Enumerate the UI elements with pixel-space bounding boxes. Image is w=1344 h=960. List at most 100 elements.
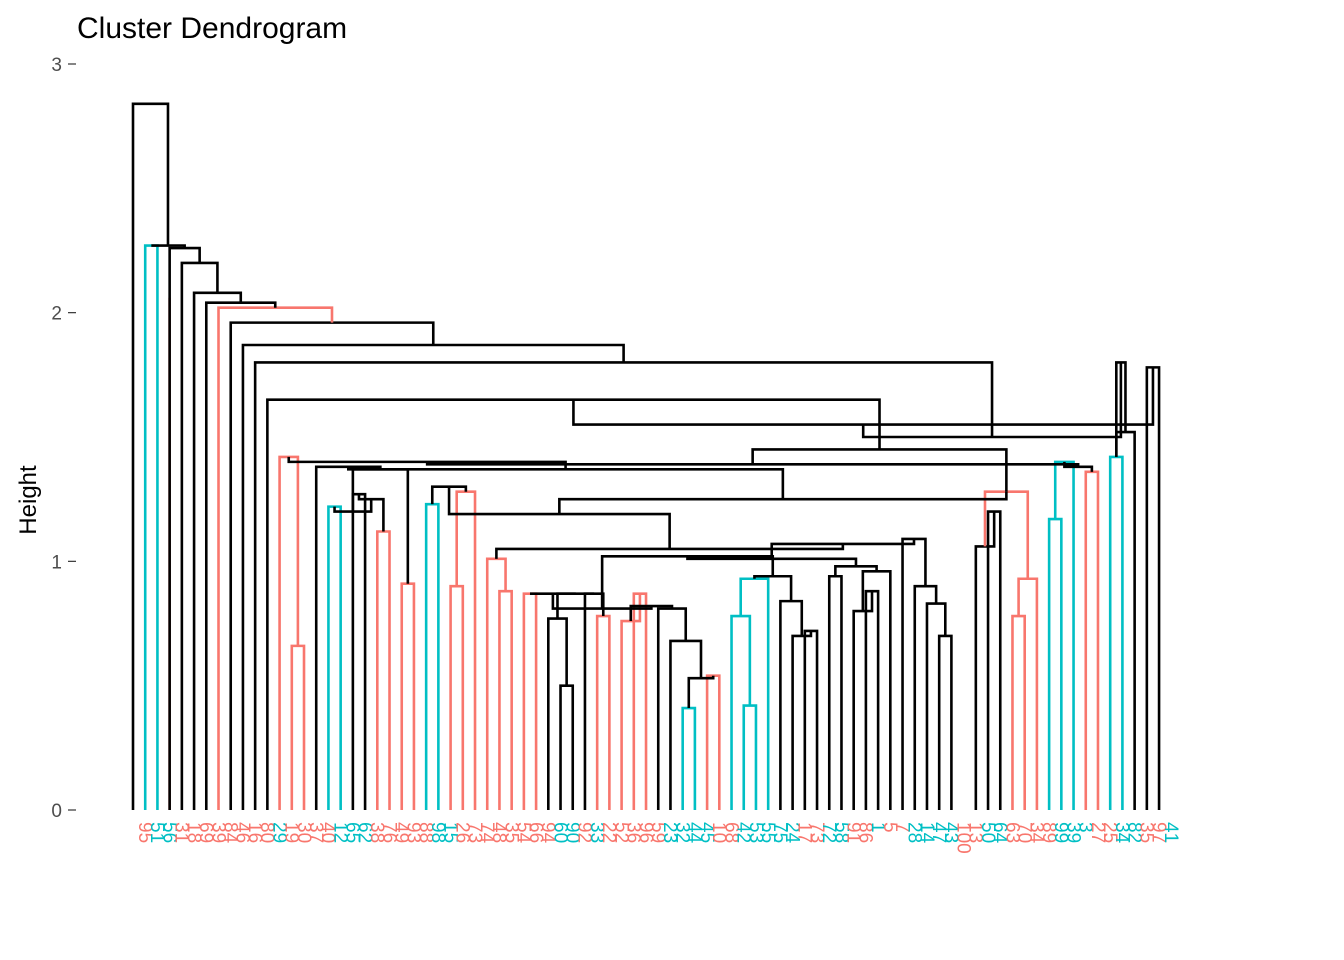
- dendrogram-branch-13: [937, 634, 953, 810]
- leaf-label: 80: [256, 822, 277, 843]
- leaf-label: 53: [745, 822, 766, 843]
- leaf-label: 13: [965, 822, 986, 843]
- dendrogram-branch-5: [1053, 460, 1075, 810]
- y-tick-label: 3: [51, 55, 62, 76]
- leaf-label: 72: [818, 822, 839, 843]
- leaf-label: 63: [1001, 822, 1022, 843]
- leaf-label: 56: [158, 822, 179, 843]
- leaf-label: 3: [1075, 822, 1096, 833]
- dendrogram-branch-37: [595, 614, 611, 810]
- leaf-label: 66: [525, 822, 546, 843]
- leaf-label: 64: [989, 822, 1010, 844]
- leaf-label: 36: [623, 822, 644, 843]
- y-axis-title: Height: [15, 465, 42, 535]
- leaf-label: 84: [220, 822, 241, 844]
- dendrogram-branch-47: [600, 555, 775, 609]
- leaf-label: 34: [1026, 822, 1047, 844]
- y-tick-label: 1: [51, 552, 62, 573]
- leaf-label: 73: [464, 822, 485, 843]
- dendrogram-branch-83: [143, 244, 159, 810]
- dendrogram-branch-51: [449, 584, 465, 810]
- leaf-label: 25: [1099, 822, 1120, 843]
- dendrogram-branch-75: [241, 343, 625, 810]
- leaf-label: 34: [1111, 822, 1132, 844]
- leaf-label: 94: [537, 822, 558, 844]
- dendrogram-branch-20: [827, 574, 843, 810]
- dendrogram-branch-35: [620, 593, 642, 810]
- leaf-label: 70: [1013, 822, 1034, 843]
- leaf-label: 100: [952, 822, 973, 854]
- leaf-label: 82: [1123, 822, 1144, 843]
- dendrogram-branch-55: [447, 486, 671, 549]
- dendrogram-branch-59: [351, 492, 367, 810]
- leaf-label: 22: [598, 822, 619, 843]
- leaf-label: 52: [610, 822, 631, 843]
- dendrogram-branch-34: [632, 592, 648, 810]
- leaf-label: 12: [329, 822, 350, 843]
- leaf-label: 90: [562, 822, 583, 843]
- dendrogram-branch-17: [864, 589, 880, 810]
- dendrogram-branch-30: [705, 674, 721, 810]
- leaf-label: 51: [146, 822, 167, 843]
- leaf-label: 40: [317, 822, 338, 843]
- dendrogram-branch-44: [498, 589, 513, 810]
- y-tick-label: 0: [51, 801, 62, 822]
- leaf-label: 45: [696, 822, 717, 843]
- dendrogram-branch-85: [131, 102, 170, 810]
- leaf-label: 32: [671, 822, 692, 843]
- dendrogram-branch-42: [522, 592, 538, 810]
- leaf-label: 97: [1148, 822, 1169, 843]
- dendrogram-branch-64: [314, 465, 382, 810]
- leaf-label: 99: [1050, 822, 1071, 843]
- leaf-label: 5: [879, 822, 900, 833]
- dendrogram-branch-36: [629, 604, 674, 622]
- leaf-label: 33: [586, 822, 607, 843]
- dendrogram-branch-8: [1011, 614, 1026, 810]
- dendrogram-branch-61: [327, 505, 342, 810]
- dendrogram-branch-10: [986, 510, 1002, 810]
- dendrogram-branch-80: [180, 261, 219, 810]
- leaf-label: 39: [1062, 822, 1083, 843]
- dendrogram-branch-0: [1108, 455, 1124, 810]
- leaf-labels: 9551563118693984461680291930374012656238…: [134, 822, 1181, 854]
- leaf-label: 19: [281, 822, 302, 843]
- leaf-label: 28: [904, 822, 925, 843]
- dendrogram-branch-25: [742, 704, 758, 810]
- leaf-label: 10: [708, 822, 729, 843]
- dendrogram-branch-6: [1084, 470, 1100, 810]
- dendrogram-branch-78: [204, 301, 277, 810]
- leaf-label: 29: [268, 822, 289, 843]
- leaf-label: 73: [806, 822, 827, 843]
- dendrogram-branch-84: [151, 244, 186, 249]
- leaf-label: 65: [342, 822, 363, 843]
- dendrogram-branch-56: [558, 491, 1008, 515]
- leaf-label: 7: [891, 822, 912, 833]
- leaf-label: 35: [1136, 822, 1157, 843]
- dendrogram-branch-63: [351, 468, 410, 584]
- leaf-label: 38: [366, 822, 387, 843]
- leaf-label: 15: [439, 822, 460, 843]
- leaf-label: 24: [781, 822, 802, 844]
- dendrogram-branch-22: [803, 629, 819, 810]
- leaf-label: 96: [635, 822, 656, 843]
- leaf-label: 17: [794, 822, 815, 843]
- leaf-label: 93: [403, 822, 424, 843]
- leaf-label: 86: [855, 822, 876, 843]
- leaf-label: 92: [574, 822, 595, 843]
- leaf-label: 35: [500, 822, 521, 843]
- dendrogram-branch-21: [834, 565, 878, 577]
- dendrogram-branch-67: [278, 455, 300, 810]
- leaf-label: 48: [488, 822, 509, 843]
- dendrogram-branch-57: [400, 582, 416, 810]
- dendrogram-branch-14: [925, 602, 947, 810]
- leaf-label: 88: [415, 822, 436, 843]
- dendrogram-branch-26: [730, 614, 752, 810]
- dendrogram-branch-72: [572, 367, 1155, 426]
- dendrogram-branch-23: [791, 630, 813, 810]
- dendrogram-branch-24: [779, 599, 804, 810]
- leaf-label: 50: [977, 822, 998, 843]
- dendrogram-branch-12: [983, 490, 1030, 579]
- dendrogram-branch-16: [901, 537, 927, 810]
- leaf-label: 62: [354, 822, 375, 843]
